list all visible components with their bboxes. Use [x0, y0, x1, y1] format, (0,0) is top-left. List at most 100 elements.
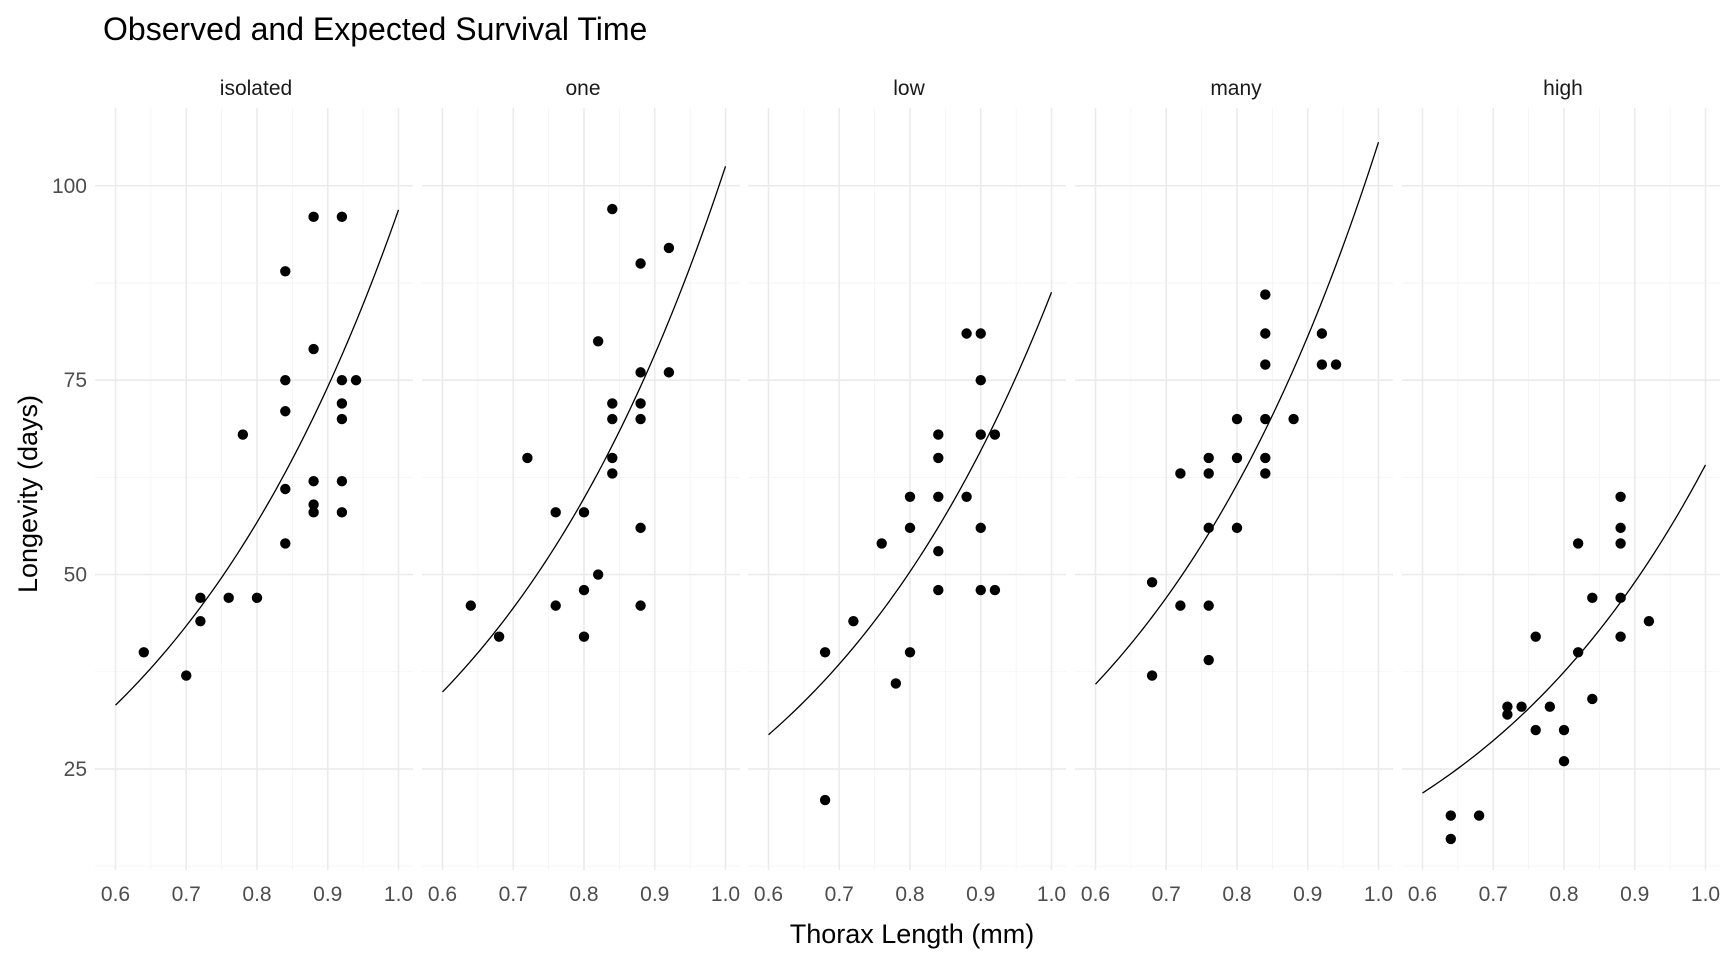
data-point	[635, 600, 646, 611]
data-point	[819, 794, 831, 806]
data-point	[1530, 631, 1541, 642]
data-point	[876, 538, 887, 549]
expected-curve	[1422, 464, 1707, 794]
x-tick-label: 0.8	[242, 883, 271, 906]
data-point	[904, 647, 916, 658]
data-point	[1203, 468, 1214, 479]
data-point	[223, 592, 234, 604]
x-tick-label: 0.7	[499, 883, 528, 906]
x-axis-title: Thorax Length (mm)	[790, 919, 1035, 949]
data-point	[336, 211, 348, 223]
data-point	[138, 647, 149, 658]
data-point	[336, 374, 348, 386]
facet-label: isolated	[220, 77, 292, 100]
data-point	[989, 429, 1001, 440]
data-point	[550, 600, 561, 611]
data-point	[1615, 522, 1626, 534]
data-point	[933, 491, 944, 502]
chart-title: Observed and Expected Survival Time	[103, 11, 647, 47]
x-tick-label: 0.8	[1222, 883, 1251, 906]
y-tick-label: 100	[52, 175, 87, 198]
data-point	[1572, 538, 1584, 549]
data-point	[1544, 701, 1556, 712]
data-point	[280, 374, 291, 386]
data-point	[663, 242, 675, 254]
data-point	[1146, 577, 1158, 588]
data-point	[550, 507, 561, 518]
data-point	[975, 374, 986, 386]
data-point	[1175, 600, 1186, 611]
data-point	[308, 507, 319, 518]
data-point	[1615, 592, 1626, 604]
data-point	[251, 592, 263, 604]
data-point	[592, 569, 604, 580]
data-point	[1316, 328, 1328, 339]
data-point	[1558, 755, 1570, 767]
y-tick-label: 50	[64, 564, 87, 587]
data-point	[904, 522, 916, 534]
data-point	[975, 429, 986, 440]
data-point	[1516, 701, 1527, 712]
data-point	[1203, 522, 1214, 534]
data-point	[1502, 709, 1513, 720]
facet-low: low 0.6 0.7 0.8 0.9 1.0	[748, 77, 1066, 906]
data-point	[1203, 452, 1214, 464]
data-point	[1146, 670, 1158, 681]
data-point	[1260, 413, 1271, 425]
data-point	[1260, 328, 1271, 339]
data-point	[890, 678, 902, 689]
data-point	[308, 476, 319, 487]
data-point	[975, 328, 986, 339]
y-axis-ticks: 25 50 75 100	[52, 175, 87, 781]
data-point	[607, 398, 618, 409]
data-point	[465, 600, 476, 611]
x-tick-label: 0.8	[895, 883, 924, 906]
x-tick-label: 0.9	[313, 883, 342, 906]
x-tick-label: 0.6	[1408, 883, 1437, 906]
data-point	[1473, 810, 1485, 821]
data-point	[1260, 289, 1271, 300]
y-tick-label: 25	[64, 758, 87, 781]
x-tick-label: 0.9	[1620, 883, 1649, 906]
data-point	[1231, 522, 1243, 534]
data-point	[1558, 724, 1570, 736]
data-point	[848, 615, 859, 627]
facet-label: high	[1543, 77, 1583, 100]
data-point	[1260, 359, 1271, 370]
data-point	[350, 374, 362, 386]
data-point	[1643, 615, 1655, 627]
data-point	[635, 398, 646, 409]
data-point	[607, 452, 618, 464]
expected-curve	[115, 209, 400, 706]
x-tick-label: 0.7	[825, 883, 854, 906]
data-point	[308, 343, 319, 355]
facet-many: many 0.6 0.7 0.8 0.9 1.0	[1075, 77, 1393, 906]
data-point	[181, 670, 192, 681]
data-point	[308, 499, 319, 510]
facet-high: high 0.6 0.7 0.8 0.9 1.0	[1402, 77, 1720, 906]
expected-curve	[1095, 142, 1380, 685]
facet-label: low	[893, 77, 925, 100]
data-point	[336, 507, 348, 518]
data-point	[819, 647, 831, 658]
data-point	[1260, 468, 1271, 479]
data-point	[635, 367, 646, 378]
data-point	[336, 476, 348, 487]
data-point	[607, 413, 618, 425]
data-point	[1615, 491, 1626, 502]
data-point	[1615, 538, 1626, 549]
data-point	[1615, 631, 1626, 642]
data-point	[933, 584, 944, 596]
data-point	[961, 328, 972, 339]
x-tick-label: 1.0	[1037, 883, 1066, 906]
x-tick-label: 0.6	[1081, 883, 1110, 906]
x-tick-label: 0.6	[754, 883, 783, 906]
data-point	[578, 584, 590, 596]
data-point	[933, 452, 944, 464]
data-point	[1587, 592, 1598, 604]
data-point	[1288, 413, 1299, 425]
data-point	[975, 522, 986, 534]
data-point	[280, 266, 291, 277]
data-point	[607, 468, 618, 479]
